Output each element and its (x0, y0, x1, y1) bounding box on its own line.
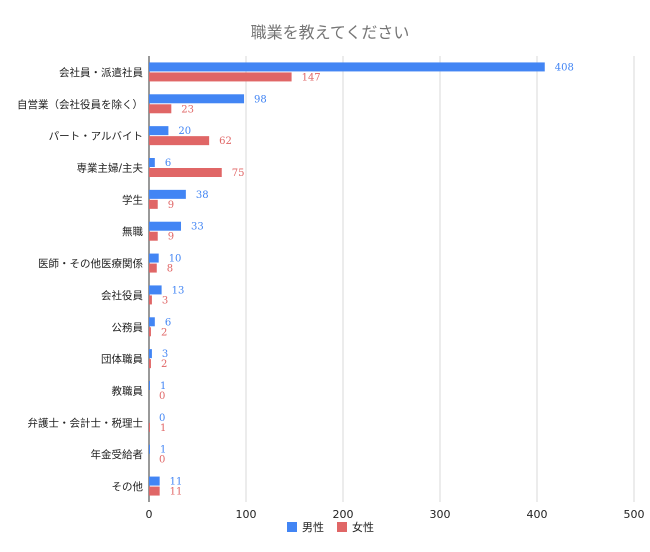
data-label: 8 (167, 264, 173, 275)
legend: 男性 女性 (287, 520, 374, 534)
chart-title: 職業を教えてください (251, 23, 410, 42)
category-label: 自営業（会社役員を除く） (17, 98, 143, 111)
gridlines (148, 56, 635, 502)
bar-female (149, 136, 210, 146)
category-label: 公務員 (112, 321, 144, 334)
bar-male (149, 126, 169, 136)
data-label: 6 (165, 158, 171, 169)
data-label: 6 (165, 317, 171, 328)
bar-male (149, 349, 152, 359)
data-label: 2 (161, 327, 167, 338)
bar-female (149, 422, 150, 432)
bar-female (149, 486, 160, 496)
data-label: 98 (254, 94, 267, 105)
x-tick-label: 400 (527, 508, 548, 521)
category-label: パート・アルバイト (49, 131, 143, 143)
data-label: 23 (181, 104, 194, 115)
category-label: 専業主婦/主夫 (76, 162, 143, 175)
x-tick-label: 100 (236, 508, 257, 521)
category-label: 医師・その他医療関係 (38, 257, 143, 270)
bar-male (149, 317, 155, 327)
bar-male (149, 94, 245, 104)
data-label: 2 (161, 359, 167, 370)
data-label: 75 (232, 168, 245, 179)
legend-label: 男性 (302, 520, 324, 534)
bar-female (149, 104, 172, 114)
bar-female (149, 263, 157, 273)
data-label: 0 (159, 413, 165, 424)
category-label: 団体職員 (101, 354, 143, 366)
data-label: 408 (555, 62, 574, 73)
data-label: 1 (160, 423, 166, 434)
data-label: 1 (160, 445, 166, 456)
x-tick-label: 500 (624, 508, 645, 521)
bar-female (149, 72, 292, 82)
category-label: 年金受給者 (91, 448, 144, 461)
data-label: 9 (168, 232, 174, 243)
x-tick-label: 200 (333, 508, 354, 521)
category-label: その他 (112, 480, 144, 493)
bar-female (149, 231, 158, 241)
x-tick-label: 300 (430, 508, 451, 521)
bar-male (149, 221, 182, 231)
data-label: 62 (219, 136, 232, 147)
category-label: 学生 (122, 193, 143, 206)
x-tick-label: 0 (146, 508, 153, 521)
bar-male (149, 285, 162, 295)
data-label: 3 (162, 295, 168, 306)
data-label: 3 (162, 349, 168, 360)
data-label: 10 (169, 254, 182, 265)
bar-male (149, 444, 150, 454)
bar-male (149, 253, 159, 263)
data-label: 38 (196, 190, 209, 201)
bar-female (149, 168, 222, 177)
category-label: 無職 (122, 225, 143, 238)
bar-male (149, 158, 155, 167)
category-label: 会社役員 (101, 289, 143, 302)
bar-male (149, 62, 545, 72)
data-label: 147 (302, 72, 321, 83)
data-label: 1 (160, 381, 166, 392)
bars: 4081479823206267538933910813362321001101… (149, 62, 574, 498)
legend-swatch (287, 522, 297, 532)
data-label: 33 (191, 222, 204, 233)
bar-male (149, 381, 150, 390)
bar-female (149, 199, 158, 209)
data-label: 0 (159, 455, 165, 466)
data-label: 0 (159, 391, 165, 402)
data-label: 20 (178, 126, 191, 137)
category-label: 弁護士・会計士・税理士 (28, 416, 144, 429)
data-label: 11 (170, 487, 183, 498)
legend-swatch (337, 522, 347, 532)
x-axis-ticks: 0 100 200 300 400 500 (146, 508, 645, 521)
bar-female (149, 359, 151, 369)
bar-male (149, 476, 160, 486)
bar-male (149, 189, 186, 199)
category-label: 会社員・派遣社員 (59, 66, 143, 79)
data-label: 11 (170, 477, 183, 488)
data-label: 9 (168, 200, 174, 211)
category-label: 教職員 (112, 385, 144, 398)
bar-female (149, 295, 152, 305)
data-label: 13 (172, 285, 185, 296)
bar-female (149, 327, 151, 337)
legend-label: 女性 (352, 520, 374, 534)
